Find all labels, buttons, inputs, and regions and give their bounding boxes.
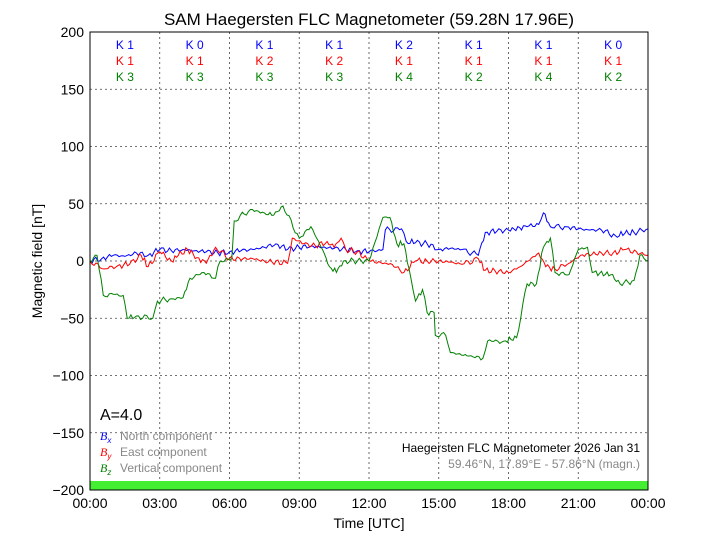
series-line-bz	[89, 205, 649, 361]
y-tick-label: −200	[52, 482, 84, 498]
series-lines	[89, 205, 649, 361]
annotation-coords: 59.46°N, 17.89°E - 57.86°N (magn.)	[448, 457, 640, 471]
k-indices: K 1 K 0 K 1 K 1 K 2 K 1 K 1 K 0 K 1 K 1 K 2 K 2 K 1 K…	[116, 38, 623, 84]
y-tick-label: 100	[61, 139, 85, 155]
y-tick-label: 150	[61, 81, 85, 97]
legend-label: East component	[120, 445, 207, 459]
k-index-z: K 4	[395, 70, 413, 84]
k-index-y: K 1	[116, 54, 134, 68]
k-index-x: K 1	[325, 38, 343, 52]
k-index-z: K 2	[465, 70, 483, 84]
x-tick-label: 09:00	[282, 495, 317, 511]
x-tick-label: 00:00	[630, 495, 665, 511]
y-tick-label: −50	[60, 310, 84, 326]
legend-entry: By East component	[100, 445, 207, 461]
k-index-z: K 3	[186, 70, 204, 84]
legend-symbol: By	[100, 445, 112, 461]
k-index-z: K 4	[534, 70, 552, 84]
legend-label: Vertical component	[120, 461, 223, 475]
k-index-x: K 1	[255, 38, 273, 52]
k-index-y: K 1	[534, 54, 552, 68]
axis-ticks: 00:00 03:00 06:00 09:00 12:00 15:00 18:00 21:00…	[52, 24, 665, 511]
x-tick-label: 18:00	[491, 495, 526, 511]
k-index-y: K 1	[395, 54, 413, 68]
y-tick-label: 200	[61, 24, 85, 40]
legend-subscript: y	[106, 452, 112, 461]
k-index-z: K 2	[604, 70, 622, 84]
legend-subscript: z	[106, 468, 111, 477]
annotation-title: Haegersten FLC Magnetometer 2026 Jan 31	[402, 441, 640, 455]
x-tick-label: 06:00	[212, 495, 247, 511]
y-tick-label: −150	[52, 425, 84, 441]
y-axis-label: Magnetic field [nT]	[29, 204, 45, 318]
k-index-z: K 3	[325, 70, 343, 84]
legend-entry: Bx North component	[100, 429, 213, 445]
legend-symbol: Bx	[100, 429, 112, 445]
legend-symbol-letter: B	[100, 429, 108, 443]
k-index-y: K 1	[604, 54, 622, 68]
series-line-bx	[89, 212, 649, 265]
legend-subscript: x	[106, 436, 112, 445]
legend-symbol: Bz	[100, 461, 111, 477]
x-tick-label: 00:00	[72, 495, 107, 511]
k-index-x: K 2	[395, 38, 413, 52]
x-tick-label: 03:00	[142, 495, 177, 511]
k-index-z: K 3	[116, 70, 134, 84]
x-axis-label: Time [UTC]	[333, 515, 404, 531]
k-index-x: K 0	[604, 38, 622, 52]
chart-title: SAM Haegersten FLC Magnetometer (59.28N …	[164, 10, 574, 29]
k-index-x: K 1	[116, 38, 134, 52]
k-index-y: K 2	[255, 54, 273, 68]
x-tick-label: 21:00	[561, 495, 596, 511]
activity-bar	[90, 481, 648, 490]
legend-label: North component	[120, 429, 213, 443]
k-index-x: K 1	[465, 38, 483, 52]
legend: Bx North component By East component Bz Verti…	[100, 429, 223, 477]
k-index-y: K 2	[325, 54, 343, 68]
k-index-y: K 1	[465, 54, 483, 68]
y-tick-label: 0	[76, 253, 84, 269]
k-index-z: K 3	[255, 70, 273, 84]
grid	[90, 32, 648, 490]
a-index: A=4.0	[100, 407, 142, 424]
x-tick-label: 12:00	[351, 495, 386, 511]
y-tick-label: 50	[68, 196, 84, 212]
y-tick-label: −100	[52, 368, 84, 384]
legend-entry: Bz Vertical component	[100, 461, 223, 477]
legend-symbol-letter: B	[100, 445, 108, 459]
k-index-y: K 1	[186, 54, 204, 68]
k-index-x: K 1	[534, 38, 552, 52]
k-index-x: K 0	[186, 38, 204, 52]
legend-symbol-letter: B	[100, 461, 108, 475]
x-tick-label: 15:00	[421, 495, 456, 511]
plot-frame	[89, 31, 649, 491]
